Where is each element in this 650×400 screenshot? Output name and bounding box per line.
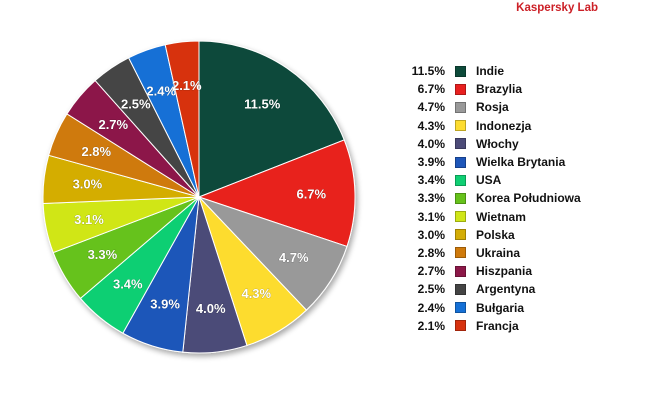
legend-swatch (455, 302, 466, 314)
legend-item: 3.4% USA (398, 171, 638, 189)
legend-value: 4.7% (417, 100, 445, 115)
legend-swatch (455, 156, 466, 168)
slice-labels: 11.5% 6.7% 4.7% 4.3% 4.0% 3.9% 3.4% 3.3% 3.1% 3.0… (72, 78, 327, 317)
slice-label: 3.9% (150, 297, 180, 312)
slice-label: 6.7% (296, 187, 326, 202)
pie-slices (42, 40, 356, 354)
legend-value: 2.1% (417, 318, 445, 333)
legend-label: Bułgaria (476, 300, 525, 315)
legend-swatch (455, 174, 466, 186)
slice-label: 4.3% (241, 286, 271, 301)
legend-label: Hiszpania (476, 264, 533, 279)
legend-value: 6.7% (417, 82, 445, 97)
legend-label: Francja (476, 318, 519, 333)
slice-label: 3.0% (73, 177, 103, 192)
slice-label: 2.5% (121, 97, 151, 112)
legend-item: 4.3% Indonezja (398, 117, 638, 135)
legend-swatch (455, 229, 466, 241)
slice-label: 2.8% (81, 144, 111, 159)
legend-label: Rosja (476, 100, 509, 115)
slice-label: 3.4% (113, 276, 143, 291)
legend-label: Indie (476, 64, 505, 79)
legend-value: 4.3% (417, 118, 445, 133)
slice-label: 11.5% (244, 97, 281, 112)
legend-item: 4.0% Włochy (398, 135, 638, 153)
legend-item: 2.1% Francja (398, 317, 638, 335)
legend-swatch (455, 211, 466, 223)
legend-item: 3.0% Polska (398, 226, 638, 244)
slice-label: 2.1% (172, 78, 202, 93)
legend-swatch (455, 265, 466, 277)
legend-swatch (455, 101, 466, 113)
legend-item: 6.7% Brazylia (398, 80, 638, 98)
pie-slice (198, 40, 345, 198)
legend-label: Polska (476, 227, 515, 242)
legend: 11.5% Indie 6.7% Brazylia 4.7% Rosja 4.3% Indon… (398, 62, 638, 335)
legend-label: Indonezja (476, 118, 532, 133)
legend-swatch (455, 120, 466, 132)
legend-label: Korea Południowa (476, 191, 581, 206)
legend-item: 2.7% Hiszpania (398, 262, 638, 280)
legend-value: 3.3% (417, 191, 445, 206)
legend-item: 4.7% Rosja (398, 98, 638, 116)
legend-value: 2.5% (417, 282, 445, 297)
legend-swatch (455, 247, 466, 259)
legend-item: 3.3% Korea Południowa (398, 189, 638, 207)
legend-swatch (455, 320, 466, 332)
legend-label: Argentyna (476, 282, 536, 297)
brand-label: Kaspersky Lab (516, 2, 598, 14)
legend-swatch (455, 138, 466, 150)
legend-swatch (455, 192, 466, 204)
pie-slice (164, 40, 200, 198)
legend-item: 3.9% Wielka Brytania (398, 153, 638, 171)
legend-label: Ukraina (476, 245, 521, 260)
slice-label: 3.3% (88, 247, 118, 262)
legend-value: 2.8% (417, 245, 445, 260)
slice-label: 3.1% (74, 212, 104, 227)
slice-label: 2.4% (146, 84, 176, 99)
slice-label: 2.7% (98, 117, 128, 132)
legend-value: 3.4% (417, 173, 445, 188)
legend-item: 2.5% Argentyna (398, 280, 638, 298)
legend-value: 2.7% (417, 264, 445, 279)
legend-label: Wielka Brytania (476, 155, 566, 170)
legend-swatch (455, 65, 466, 77)
legend-item: 2.4% Bułgaria (398, 298, 638, 316)
legend-item: 3.1% Wietnam (398, 208, 638, 226)
legend-item: 2.8% Ukraina (398, 244, 638, 262)
legend-label: USA (476, 173, 502, 188)
legend-label: Brazylia (476, 82, 523, 97)
legend-value: 11.5% (411, 64, 445, 79)
legend-value: 3.0% (417, 227, 445, 242)
slice-label: 4.7% (279, 250, 309, 265)
pie-slice (197, 139, 356, 248)
legend-swatch (455, 283, 466, 295)
legend-swatch (455, 83, 466, 95)
legend-label: Wietnam (476, 209, 526, 224)
legend-value: 2.4% (417, 300, 445, 315)
legend-item: 11.5% Indie (398, 62, 638, 80)
slice-label: 4.0% (196, 301, 226, 316)
legend-value: 3.1% (417, 209, 445, 224)
legend-value: 4.0% (417, 136, 445, 151)
legend-label: Włochy (476, 136, 519, 151)
legend-value: 3.9% (417, 155, 445, 170)
